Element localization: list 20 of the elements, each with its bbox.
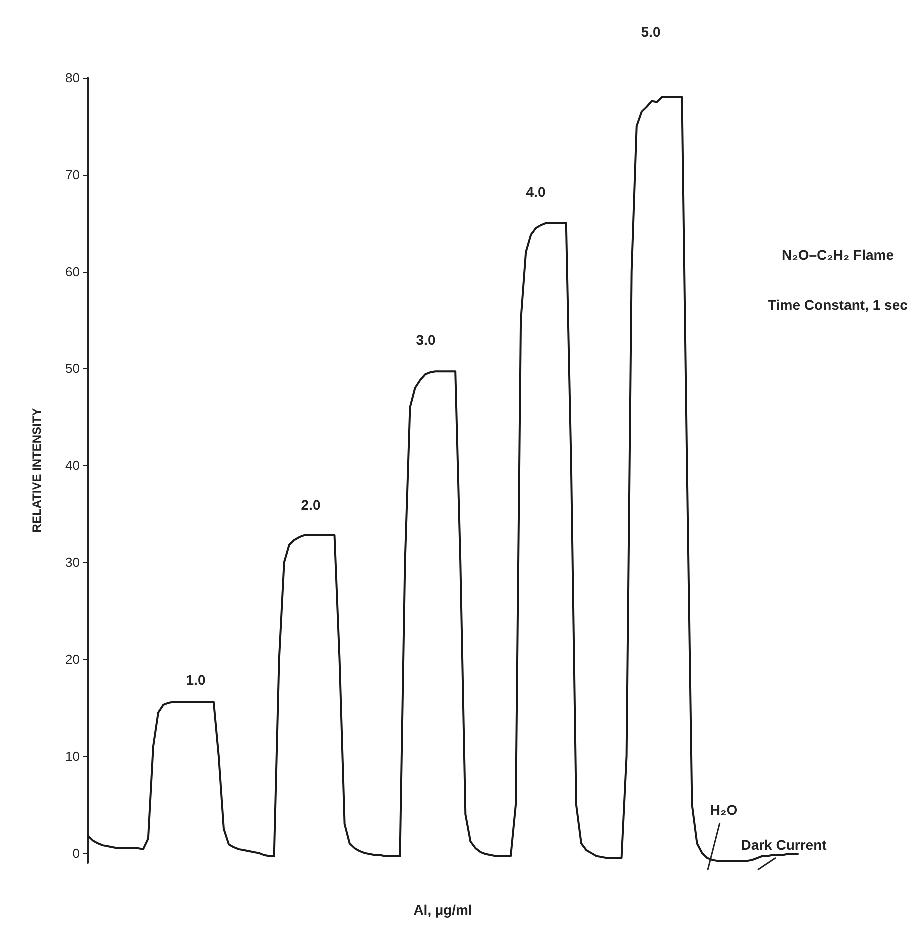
- y-tick-label: 30: [66, 555, 80, 570]
- annotation: 4.0: [526, 184, 546, 200]
- x-axis-title: Al, µg/ml: [414, 902, 472, 918]
- annotation: 2.0: [301, 497, 321, 513]
- y-axis-title: RELATIVE INTENSITY: [30, 408, 44, 533]
- y-tick-label: 40: [66, 458, 80, 474]
- y-tick-label: 70: [66, 167, 80, 182]
- annotation: N₂O–C₂H₂ Flame: [782, 247, 894, 263]
- y-tick-label: 60: [66, 264, 80, 280]
- annotation: H₂O: [710, 802, 738, 818]
- y-tick-label: 10: [66, 748, 80, 764]
- annotation: Time Constant, 1 sec: [768, 297, 908, 313]
- y-tick-label: 50: [66, 361, 80, 376]
- annotation: 1.0: [186, 672, 206, 688]
- y-tick-label: 0: [72, 846, 80, 861]
- annotation: Dark Current: [741, 837, 828, 853]
- text: 5.0: [641, 24, 661, 40]
- annotation: 3.0: [416, 332, 436, 348]
- y-tick-label: 20: [66, 652, 80, 667]
- y-tick-label: 80: [66, 70, 80, 86]
